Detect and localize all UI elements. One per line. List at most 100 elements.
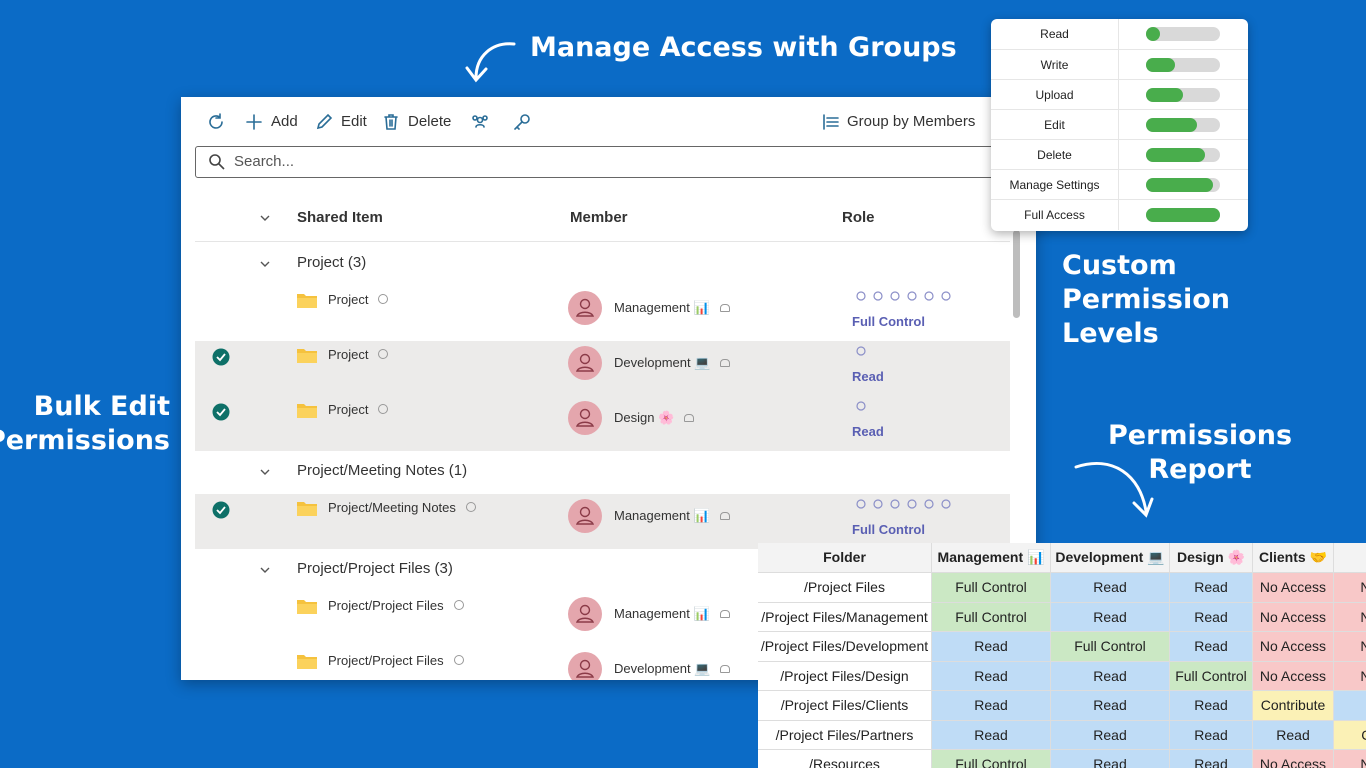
level-divider [1118,110,1119,140]
role-icon[interactable] [940,498,952,510]
member-name: Design 🌸 [614,410,675,425]
folder-icon [296,291,318,309]
report-cell: Full Control [1051,632,1170,662]
role-icon[interactable] [855,498,867,510]
edit-icon[interactable] [314,112,334,132]
report-cell: Contribute [1253,691,1334,721]
level-name: Write [1040,58,1069,72]
avatar [568,652,602,680]
list-row[interactable]: Project/Meeting Notes Management 📊 Full Co… [195,494,1010,549]
level-bar [1146,118,1198,132]
info-icon[interactable] [453,600,464,610]
group-toggle[interactable] [259,258,271,270]
avatar-glyph [568,401,602,435]
avatar [568,291,602,325]
report-cell: Read [932,691,1051,721]
row-check [211,402,231,422]
arrow [1074,462,1154,518]
group-toggle[interactable] [259,564,271,576]
role-icon[interactable] [889,290,901,302]
item-name: Project [328,402,389,417]
permission-levels: Read Write Upload Edit Delete Manage Settings… [991,19,1248,231]
report-cell: Full Control [932,573,1051,603]
member-name: Management 📊 [614,606,710,621]
role-icon[interactable] [889,498,901,510]
role-icon-glyph [873,291,883,301]
callout: Report [1148,454,1252,485]
role-icon[interactable] [855,400,867,412]
row-check-glyph [212,403,230,421]
report-cell: Read [1170,573,1253,603]
role-icon[interactable] [855,290,867,302]
groups-button[interactable] [470,112,490,132]
list-row[interactable]: Project Design 🌸 Read [195,396,1010,451]
role-icon[interactable] [923,498,935,510]
member: Development 💻 [614,661,731,677]
folder-icon [296,597,318,615]
item-name-text: Project/Meeting Notes [328,500,456,515]
report-cell: Read [932,720,1051,750]
level-bar [1146,58,1175,72]
group-by-icon[interactable] [821,112,841,132]
level-row: Write [991,49,1248,80]
key-button[interactable] [512,112,532,132]
level-bar [1146,178,1214,192]
search-icon [208,153,226,171]
role: Read [852,369,884,384]
group-toggle-glyph [260,469,270,475]
info-icon[interactable] [378,404,389,414]
callout: Custom [1062,250,1177,281]
level-divider [1118,50,1119,80]
report-header: Folder [758,543,932,573]
role-icon[interactable] [855,345,867,357]
report-cell: /Resources [758,750,932,768]
role-icon[interactable] [906,498,918,510]
edit-button[interactable]: Edit [341,113,367,130]
report-cell: Read [1051,602,1170,632]
level-divider [1118,80,1119,110]
level-bar [1146,88,1183,102]
callout: Manage Access with Groups [530,32,957,63]
folder-icon-glyph [297,349,317,363]
member-name: Management 📊 [614,300,710,315]
info-icon[interactable] [378,349,389,359]
report-cell: No Access [1334,632,1366,662]
list-row[interactable]: Project/Project Files Management 📊 [195,592,1010,647]
add-icon[interactable] [244,112,264,132]
report-cell: No Access [1334,573,1366,603]
delete-button[interactable]: Delete [408,113,452,130]
report-header: Design 🌸 [1170,543,1253,573]
role: Full Control [852,314,925,329]
add-button[interactable]: Add [271,113,298,130]
group-by-button[interactable]: Group by Members [847,113,976,130]
role-icon[interactable] [923,290,935,302]
level-track [1146,27,1220,41]
refresh-button[interactable] [206,112,226,132]
folder-icon [296,499,318,517]
avatar-glyph [568,597,602,631]
role-icon[interactable] [872,498,884,510]
collapse-all[interactable] [259,212,271,224]
role-icon[interactable] [940,290,952,302]
member-name: Management 📊 [614,508,710,523]
list-row[interactable]: Project Development 💻 Read [195,341,1010,396]
info-icon[interactable] [465,502,476,512]
role-icon-glyph [941,499,951,509]
list-row[interactable]: Project/Project Files Development 💻 [195,647,1010,680]
member-group-icon [720,665,731,673]
info-icon[interactable] [378,294,389,304]
report-cell: Read [1051,661,1170,691]
column-header: Role [842,209,875,226]
search-icon-glyph [209,154,225,170]
folder-icon [296,401,318,419]
edit-icon-glyph [316,113,333,130]
group-toggle[interactable] [259,466,271,478]
report-cell: Full Control [1170,661,1253,691]
search-box[interactable]: Search... [195,146,1025,178]
info-icon[interactable] [453,655,464,665]
delete-icon[interactable] [381,112,401,132]
list-row[interactable]: Project Management 📊 Full Control [195,286,1010,341]
role-icon[interactable] [872,290,884,302]
role-icon[interactable] [906,290,918,302]
level-divider [1118,200,1119,230]
